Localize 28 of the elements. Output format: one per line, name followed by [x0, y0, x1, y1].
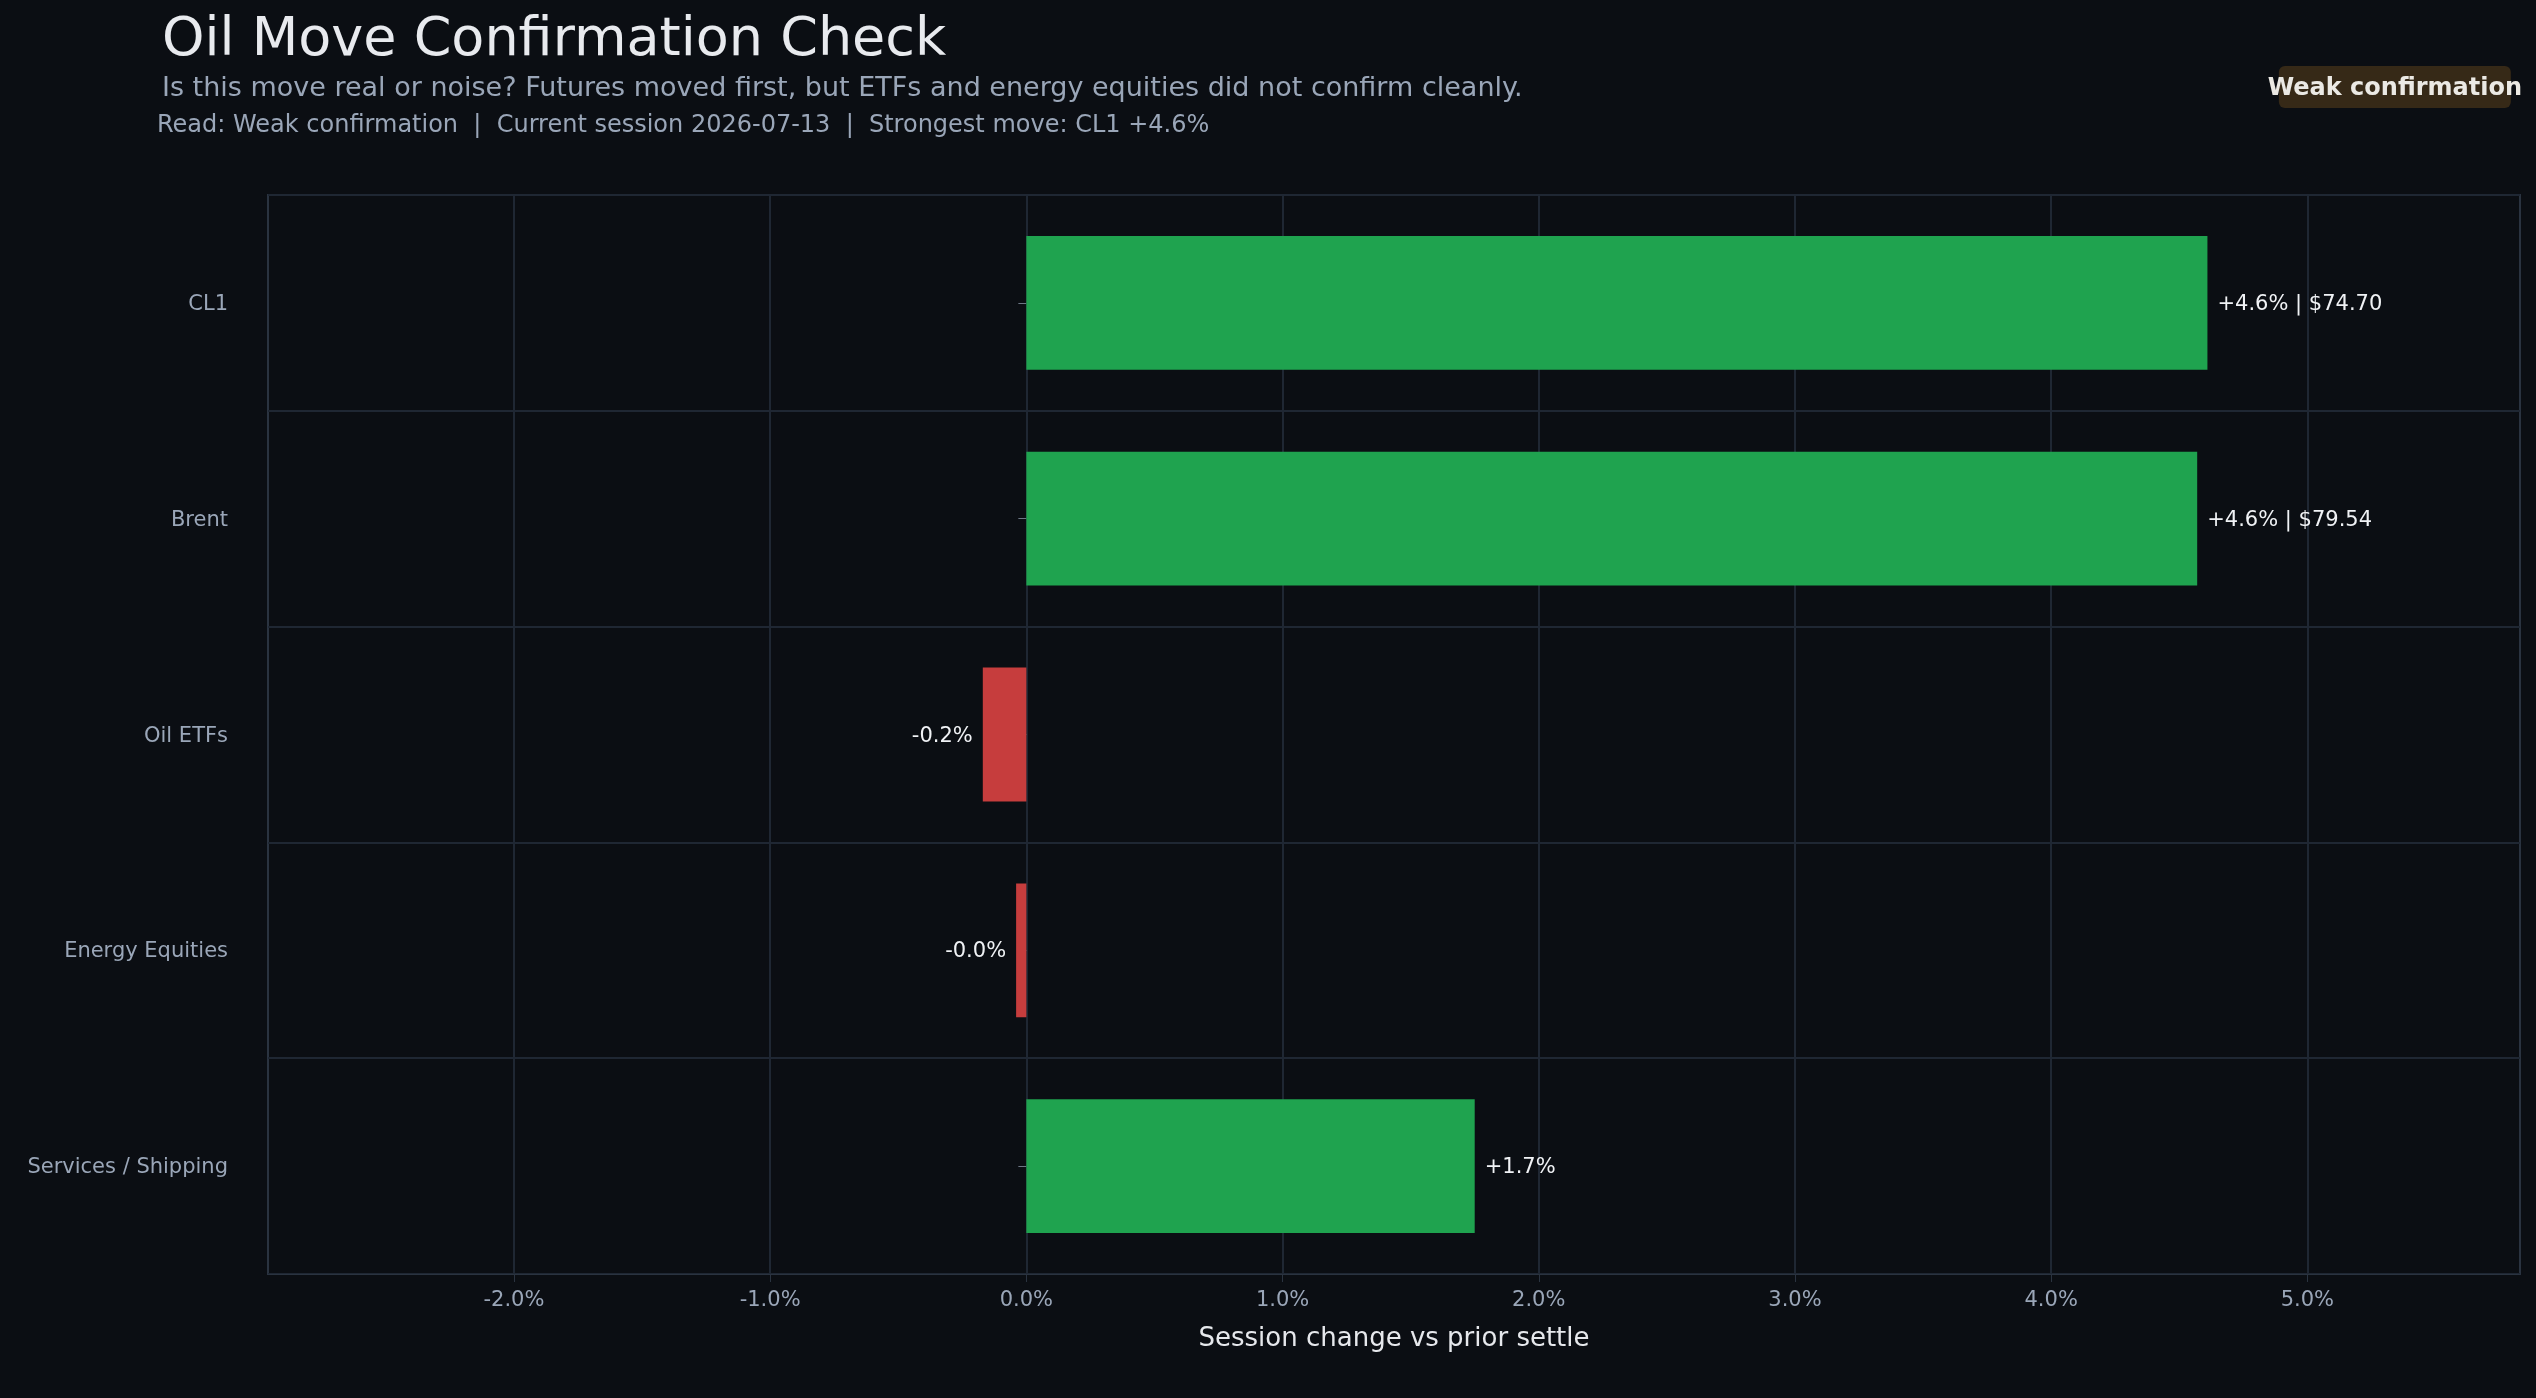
data-label: -0.2%	[911, 722, 973, 747]
y-tick-label: Brent	[170, 506, 228, 531]
data-label: +1.7%	[1484, 1154, 1556, 1179]
y-tick-label: Energy Equities	[64, 938, 228, 963]
bar	[1026, 451, 2198, 586]
text: Read: Weak confirmation | Current session 2026-07-13 | Strongest move: CL1 +4.6%	[157, 110, 1210, 138]
bar	[1026, 236, 2208, 370]
chart-title: Oil Move Confirmation Check	[162, 4, 948, 68]
x-axis-title: Session change vs prior settle	[1198, 1322, 1590, 1352]
bar	[1016, 883, 1027, 1018]
x-tick-label: 0.0%	[999, 1286, 1054, 1311]
x-tick-label: 2.0%	[1512, 1286, 1566, 1311]
y-tick-label: Oil ETFs	[144, 722, 228, 747]
data-label: +4.6% | $74.70	[2217, 290, 2383, 316]
data-label: -0.0%	[945, 938, 1007, 963]
x-tick-label: -1.0%	[739, 1286, 801, 1311]
data-label: +4.6% | $79.54	[2207, 506, 2373, 532]
x-tick-label: 5.0%	[2280, 1286, 2335, 1311]
x-tick-label: 1.0%	[1255, 1286, 1310, 1311]
chart-subtitle: Is this move real or noise? Futures moved first, but ETFs and energy equities did not confirm cleanly.	[162, 71, 1523, 102]
y-tick-label: CL1	[188, 290, 228, 315]
bar	[982, 667, 1027, 802]
text: Weak confirmation	[2267, 73, 2522, 101]
y-tick-label: Services / Shipping	[27, 1154, 228, 1179]
x-tick-label: 3.0%	[1768, 1286, 1822, 1311]
x-tick-label: -2.0%	[483, 1286, 545, 1311]
x-tick-label: 4.0%	[2024, 1286, 2078, 1311]
bar	[1026, 1099, 1475, 1233]
